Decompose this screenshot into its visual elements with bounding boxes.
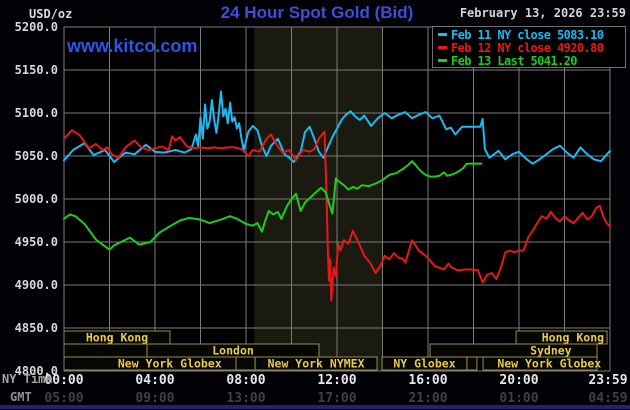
session-label: New York Globex [497,357,601,371]
datetime-stamp: February 13, 2026 23:59 [459,6,626,20]
y-axis-unit-label: USD/oz [29,7,73,21]
y-tick-label: 5200.0 [15,20,58,34]
session-label: Hong Kong [542,331,604,345]
x-tick-gmt-label: 04:59 [588,391,627,406]
session-box [235,356,256,371]
legend-dash-icon [438,33,447,36]
x-tick-ny-label: 00:00 [44,373,83,388]
y-tick-label: 4900.0 [15,278,58,292]
series-line-feb-12 [63,129,611,302]
session-box [466,356,478,371]
session-label: NY Globex [393,357,455,371]
session-label: Hong Kong [86,331,148,345]
session-label: Sydney [530,344,572,358]
plot-border [63,26,611,372]
chart-title: 24 Hour Spot Gold (Bid) [220,3,414,22]
gmt-axis-label: GMT [10,390,32,404]
x-tick-gmt-label: 09:00 [135,391,174,406]
x-tick-ny-label: 23:59 [588,373,627,388]
y-tick-label: 4800.0 [15,364,58,378]
legend-item-feb-13: Feb 13 Last 5041.20 [438,53,625,68]
y-tick-label: 5100.0 [15,106,58,120]
x-tick-gmt-label: 13:00 [226,391,265,406]
session-box [429,343,598,358]
legend: Feb 11 NY close 5083.10 Feb 12 NY close 4… [432,26,626,68]
session-box [482,356,598,371]
x-tick-ny-label: 16:00 [408,373,447,388]
series-line-feb-13 [63,160,483,251]
x-tick-ny-label: 12:00 [317,373,356,388]
x-tick-ny-label: 04:00 [135,373,174,388]
session-box [254,356,378,371]
legend-label: Feb 13 Last 5041.20 [451,53,577,68]
x-tick-ny-label: 08:00 [226,373,265,388]
y-tick-label: 5050.0 [15,149,58,163]
session-label: New York NYMEX [268,357,365,371]
session-box [63,343,148,358]
legend-item-feb-11: Feb 11 NY close 5083.10 [438,27,625,42]
legend-dash-icon [438,59,447,62]
kitco-watermark: www.kitco.com [67,36,198,56]
legend-item-feb-12: Feb 12 NY close 4920.80 [438,40,625,55]
y-tick-label: 4850.0 [15,321,58,335]
session-label: New York Globex [118,357,222,371]
y-tick-label: 4950.0 [15,235,58,249]
x-tick-gmt-label: 01:00 [499,391,538,406]
ny-time-axis-label: NY Time [2,372,53,386]
bottom-divider-strip [0,405,630,409]
session-label: London [212,344,254,358]
y-tick-label: 5150.0 [15,63,58,77]
legend-label: Feb 11 NY close 5083.10 [451,27,604,42]
x-tick-ny-label: 20:00 [499,373,538,388]
x-tick-gmt-label: 05:00 [44,391,83,406]
x-tick-gmt-label: 21:00 [408,391,447,406]
legend-label: Feb 12 NY close 4920.80 [451,40,604,55]
legend-dash-icon [438,46,447,49]
x-tick-gmt-label: 17:00 [317,391,356,406]
y-tick-label: 5000.0 [15,192,58,206]
